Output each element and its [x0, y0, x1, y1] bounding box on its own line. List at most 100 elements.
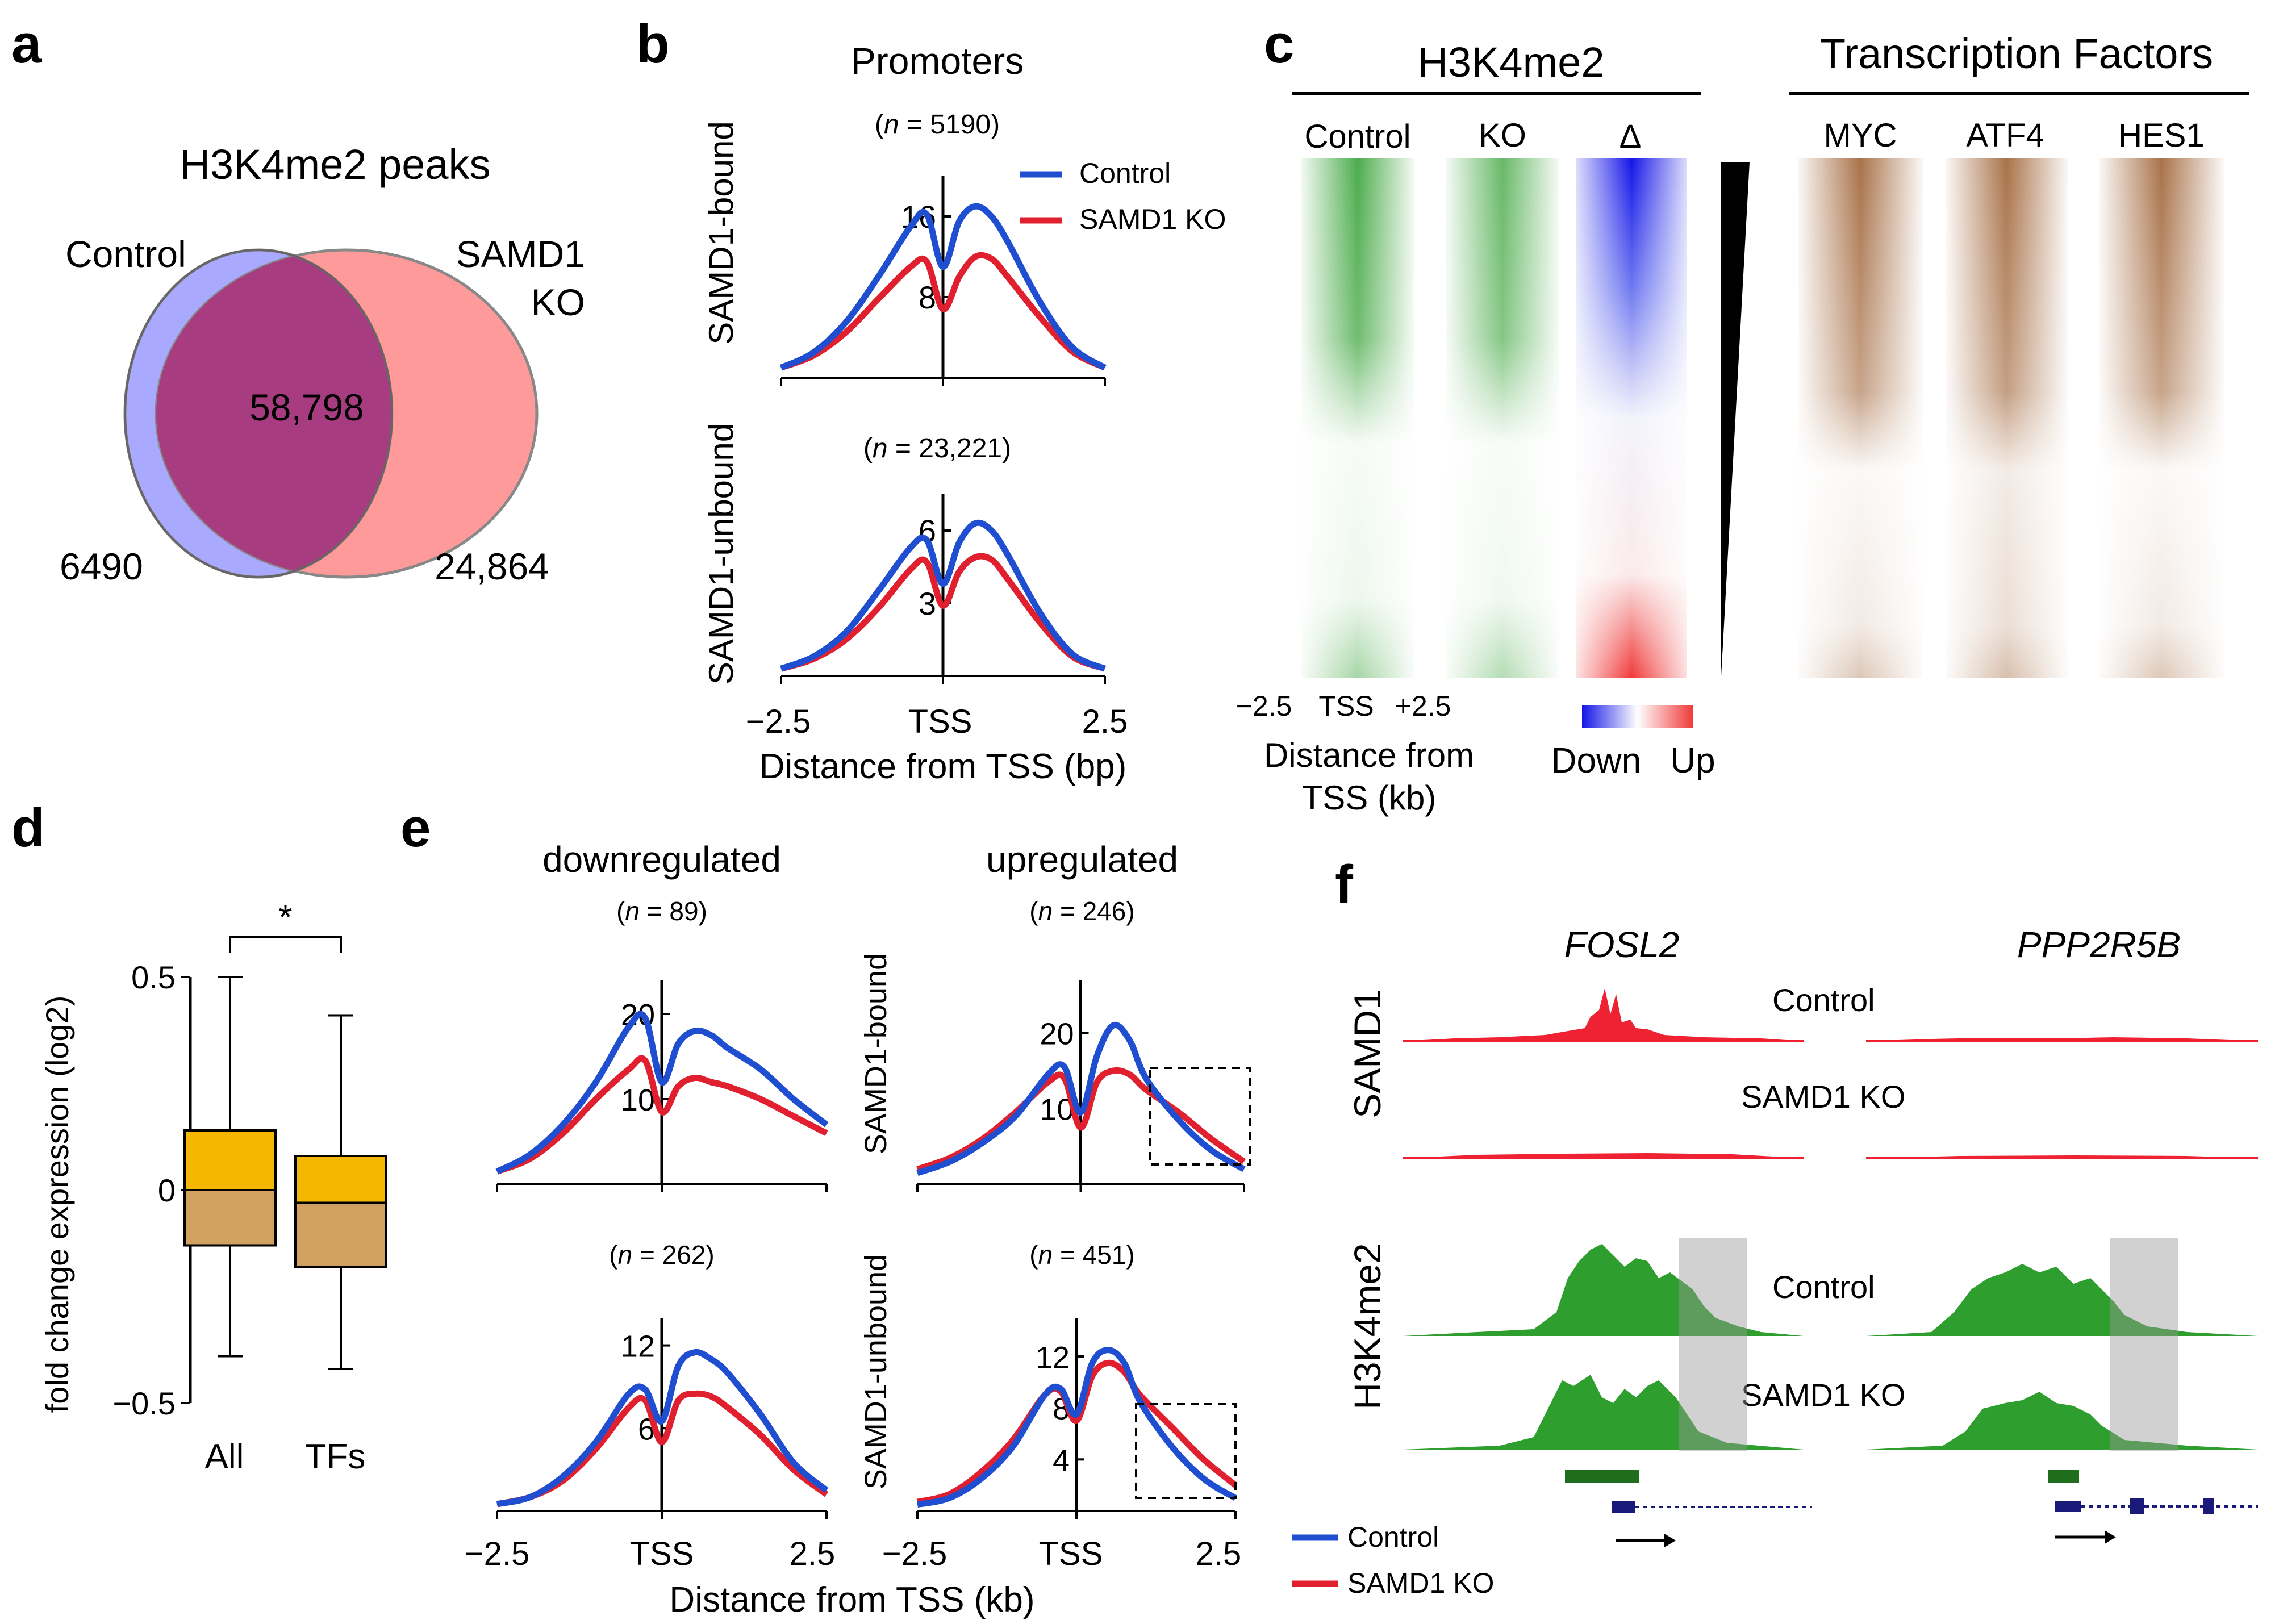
box-lower-All	[183, 1189, 277, 1247]
venn-ko-label-line2: KO	[531, 281, 585, 323]
highlight-region-fosl2	[1679, 1238, 1747, 1451]
heatmap-control	[1301, 158, 1414, 678]
panel-b-letter: b	[636, 14, 670, 74]
panel-b-xtick-mid: TSS	[908, 703, 972, 740]
track-samd1-ko-fosl2	[1403, 1153, 1804, 1159]
panel-b-xlabel: Distance from TSS (bp)	[759, 747, 1127, 786]
box-upper-TFs	[294, 1155, 387, 1204]
panel-f: f FOSL2 PPP2R5B SAMD1 H3K4me2 Control SA…	[1335, 854, 2258, 1547]
panel-e-n-down-bound: (n = 89)	[616, 896, 707, 926]
heatmap-x-left: −2.5	[1236, 690, 1292, 722]
y-tick-label: −0.5	[112, 1385, 176, 1421]
venn-overlap-outline	[124, 249, 393, 578]
scale-up-label: Up	[1670, 741, 1715, 780]
legend-b-control-label: Control	[1079, 157, 1171, 189]
peak-bar-fosl2	[1565, 1470, 1639, 1483]
panel-b-title: Promoters	[851, 40, 1024, 82]
y-tick-label: 3	[919, 586, 936, 621]
delta-color-scale	[1582, 705, 1693, 728]
panel-e-col2-title: upregulated	[986, 839, 1178, 880]
panel-e-letter: e	[400, 798, 431, 858]
panel-e-n-down-unbound: (n = 262)	[609, 1240, 714, 1270]
panel-d: d fold change expression (log2) 0.5 0 −0.5…	[11, 798, 387, 1476]
panel-d-ylabel: fold change expression (log2)	[39, 996, 75, 1413]
y-tick-label: 12	[621, 1330, 655, 1364]
panel-e-col1-title: downregulated	[542, 839, 781, 880]
heatmap-col-atf4: ATF4	[1966, 117, 2044, 154]
heatmap-delta	[1576, 158, 1687, 678]
chart-e-down-unbound: 612	[496, 1318, 829, 1519]
series-line-control	[495, 1011, 829, 1175]
track-label-samd1-ko: SAMD1 KO	[1741, 1079, 1905, 1114]
legend-b-ko-label: SAMD1 KO	[1079, 203, 1226, 235]
panel-f-letter: f	[1335, 854, 1354, 915]
series-line-control	[780, 519, 1107, 672]
heatmap-xlabel-line1: Distance from	[1264, 736, 1474, 774]
significance-bracket	[229, 936, 342, 953]
chart-b-unbound: 36	[780, 494, 1107, 684]
panel-f-row2-label: H3K4me2	[1346, 1243, 1388, 1410]
panel-d-letter: d	[11, 798, 45, 858]
panel-e-right-xtick-left: −2.5	[882, 1535, 948, 1572]
series-line-control	[496, 1349, 829, 1508]
category-label-TFs: TFs	[305, 1437, 366, 1476]
chart-b-bound: 816	[779, 176, 1107, 386]
panel-b-xtick-left: −2.5	[746, 703, 811, 740]
heatmap-col-hes1: HES1	[2118, 117, 2205, 154]
y-tick-label: 0	[158, 1172, 176, 1208]
heatmap-hes1	[2099, 158, 2224, 678]
series-line-ko	[916, 1067, 1246, 1172]
box-upper-All	[183, 1129, 277, 1191]
panel-f-row1-label: SAMD1	[1346, 989, 1388, 1118]
series-line-ko	[496, 1055, 828, 1175]
heatmap-col-ko: KO	[1479, 117, 1526, 154]
heatmap-col-delta: Δ	[1619, 118, 1642, 155]
panel-e-right-xtick-mid: TSS	[1039, 1535, 1103, 1572]
series-line-control	[916, 1347, 1237, 1508]
heatmap-xlabel-line2: TSS (kb)	[1302, 779, 1437, 817]
panel-e-n-up-unbound: (n = 451)	[1029, 1240, 1134, 1270]
heatmap-ko	[1446, 158, 1559, 678]
chart-d-boxplot: 0.5 0 −0.5 All TFs *	[112, 898, 387, 1476]
series-line-ko	[780, 252, 1107, 371]
heatmap-atf4	[1946, 158, 2068, 678]
venn-overlap	[156, 250, 392, 577]
series-line-control	[779, 203, 1107, 371]
heatmap-x-mid: TSS	[1318, 690, 1374, 722]
significance-star: *	[278, 898, 292, 937]
track-samd1-ko-ppp2r5b	[1866, 1155, 2258, 1159]
heatmap-col-myc: MYC	[1824, 117, 1897, 154]
legend-e-ko-label: SAMD1 KO	[1347, 1567, 1494, 1599]
panel-e-n-up-bound: (n = 246)	[1029, 896, 1134, 926]
track-samd1-control-fosl2	[1403, 988, 1804, 1042]
track-samd1-control-ppp2r5b	[1866, 1037, 2258, 1042]
gene-label-ppp2r5b: PPP2R5B	[2017, 924, 2181, 965]
track-h3-ko-fosl2	[1403, 1375, 1804, 1450]
tss-arrow-ppp2r5b	[2055, 1530, 2116, 1544]
track-label-samd1-control: Control	[1772, 982, 1875, 1018]
track-h3-control-fosl2	[1403, 1244, 1804, 1336]
panel-e-row1-label: SAMD1-bound	[859, 953, 893, 1154]
sort-order-wedge	[1721, 162, 1750, 676]
panel-e-right-xtick-right: 2.5	[1196, 1535, 1242, 1572]
track-label-h3-ko: SAMD1 KO	[1741, 1377, 1905, 1413]
y-tick-label: 10	[621, 1083, 655, 1117]
peak-bar-ppp2r5b	[2048, 1470, 2079, 1483]
panel-c: c H3K4me2 Transcription Factors Control …	[1236, 14, 2249, 817]
panel-c-h3k4me2-title: H3K4me2	[1417, 39, 1604, 86]
panel-c-tf-title: Transcription Factors	[1820, 30, 2213, 77]
venn-title: H3K4me2 peaks	[180, 141, 490, 188]
gene-model-fosl2	[1612, 1501, 1812, 1513]
tss-arrow-fosl2	[1616, 1534, 1676, 1547]
track-h3-ko-ppp2r5b	[1866, 1392, 2258, 1450]
box-lower-TFs	[294, 1201, 387, 1268]
highlight-box-up-bound	[1149, 1067, 1251, 1166]
venn-control-only-count: 6490	[60, 545, 143, 587]
track-h3-control-ppp2r5b	[1866, 1264, 2258, 1336]
venn-control-label: Control	[65, 233, 186, 275]
heatmap-myc	[1798, 158, 1923, 678]
